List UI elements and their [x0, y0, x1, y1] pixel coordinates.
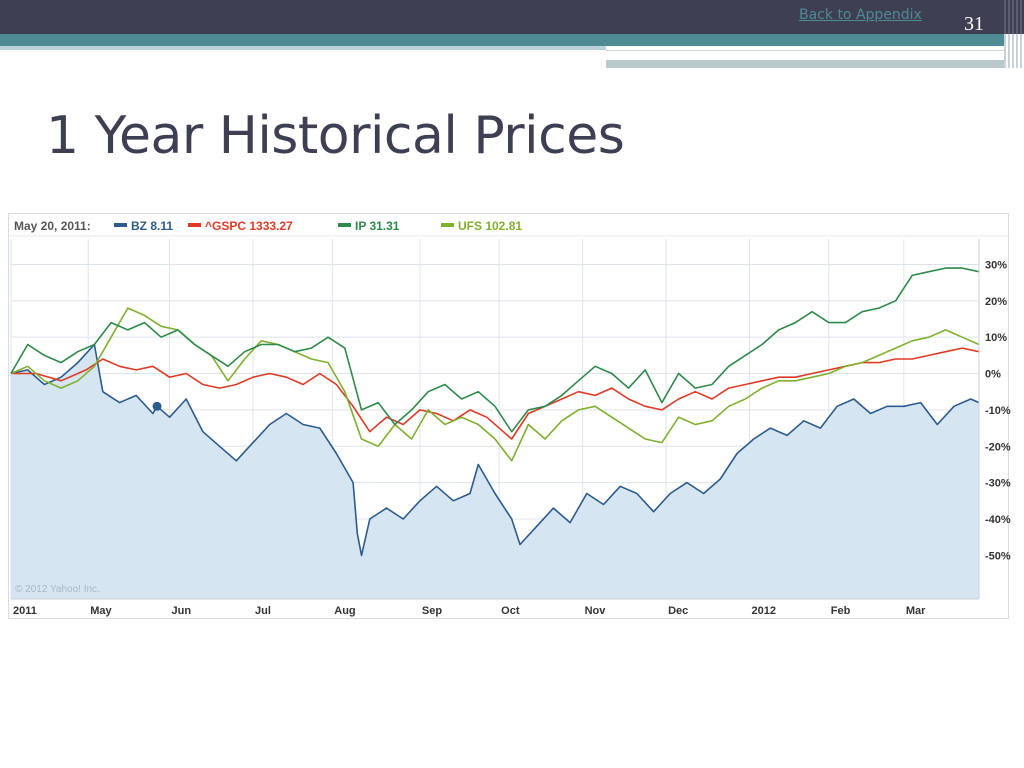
legend-swatch-ip	[338, 223, 351, 227]
y-tick-label: 10%	[985, 332, 1007, 344]
series-line-ufs	[10, 307, 980, 462]
y-tick-label: 30%	[985, 259, 1007, 271]
header-accent-bar	[0, 34, 1024, 46]
page-title: 1 Year Historical Prices	[46, 106, 625, 166]
legend-date: May 20, 2011:	[14, 219, 91, 233]
y-tick-label: -40%	[985, 514, 1011, 526]
historical-prices-chart: 30% 20% 10% 0% -10% -20% -30% -40% -50% 2011 May Ju…	[8, 213, 1011, 619]
slide-number: 31	[964, 13, 984, 35]
x-tick-label: Jun	[172, 605, 192, 617]
legend-entry-ufs: UFS 102.81	[458, 219, 522, 233]
header-accent-stripe	[0, 46, 606, 50]
x-tick-label: 2011	[13, 605, 37, 617]
header-decor-stripes-dark	[1004, 0, 1024, 34]
back-to-appendix-link[interactable]: Back to Appendix	[799, 7, 922, 23]
series-line-bz	[10, 343, 980, 557]
y-tick-label: 0%	[985, 369, 1001, 381]
y-tick-label: -20%	[985, 441, 1011, 453]
x-tick-label: 2012	[752, 605, 776, 617]
x-tick-label: Mar	[906, 605, 926, 617]
header-bar	[0, 0, 1024, 34]
x-tick-label: Nov	[585, 605, 607, 617]
x-tick-label: Dec	[668, 605, 688, 617]
header-decor-line	[606, 50, 1006, 57]
legend-swatch-ufs	[441, 223, 454, 227]
highlight-marker	[152, 401, 162, 411]
legend-entry-bz: BZ 8.11	[131, 219, 173, 233]
x-tick-label: Oct	[501, 605, 520, 617]
legend-swatch-gspc	[188, 223, 201, 227]
series-line-ip	[10, 267, 980, 433]
y-tick-label: -50%	[985, 550, 1011, 562]
x-tick-label: Jul	[255, 605, 271, 617]
x-tick-label: Sep	[422, 605, 442, 617]
chart-copyright: © 2012 Yahoo! Inc.	[15, 584, 100, 595]
y-tick-label: -10%	[985, 405, 1011, 417]
x-tick-label: Feb	[831, 605, 851, 617]
y-tick-label: 20%	[985, 296, 1007, 308]
x-tick-label: May	[90, 605, 112, 617]
header-decor-bar	[606, 60, 1006, 68]
legend-entry-ip: IP 31.31	[355, 219, 400, 233]
series-line-gspc	[11, 347, 980, 440]
legend-swatch-bz	[114, 223, 127, 227]
y-tick-label: -30%	[985, 478, 1011, 490]
legend-entry-gspc: ^GSPC 1333.27	[205, 219, 293, 233]
x-tick-label: Aug	[334, 605, 355, 617]
series-area-bz	[11, 344, 979, 599]
